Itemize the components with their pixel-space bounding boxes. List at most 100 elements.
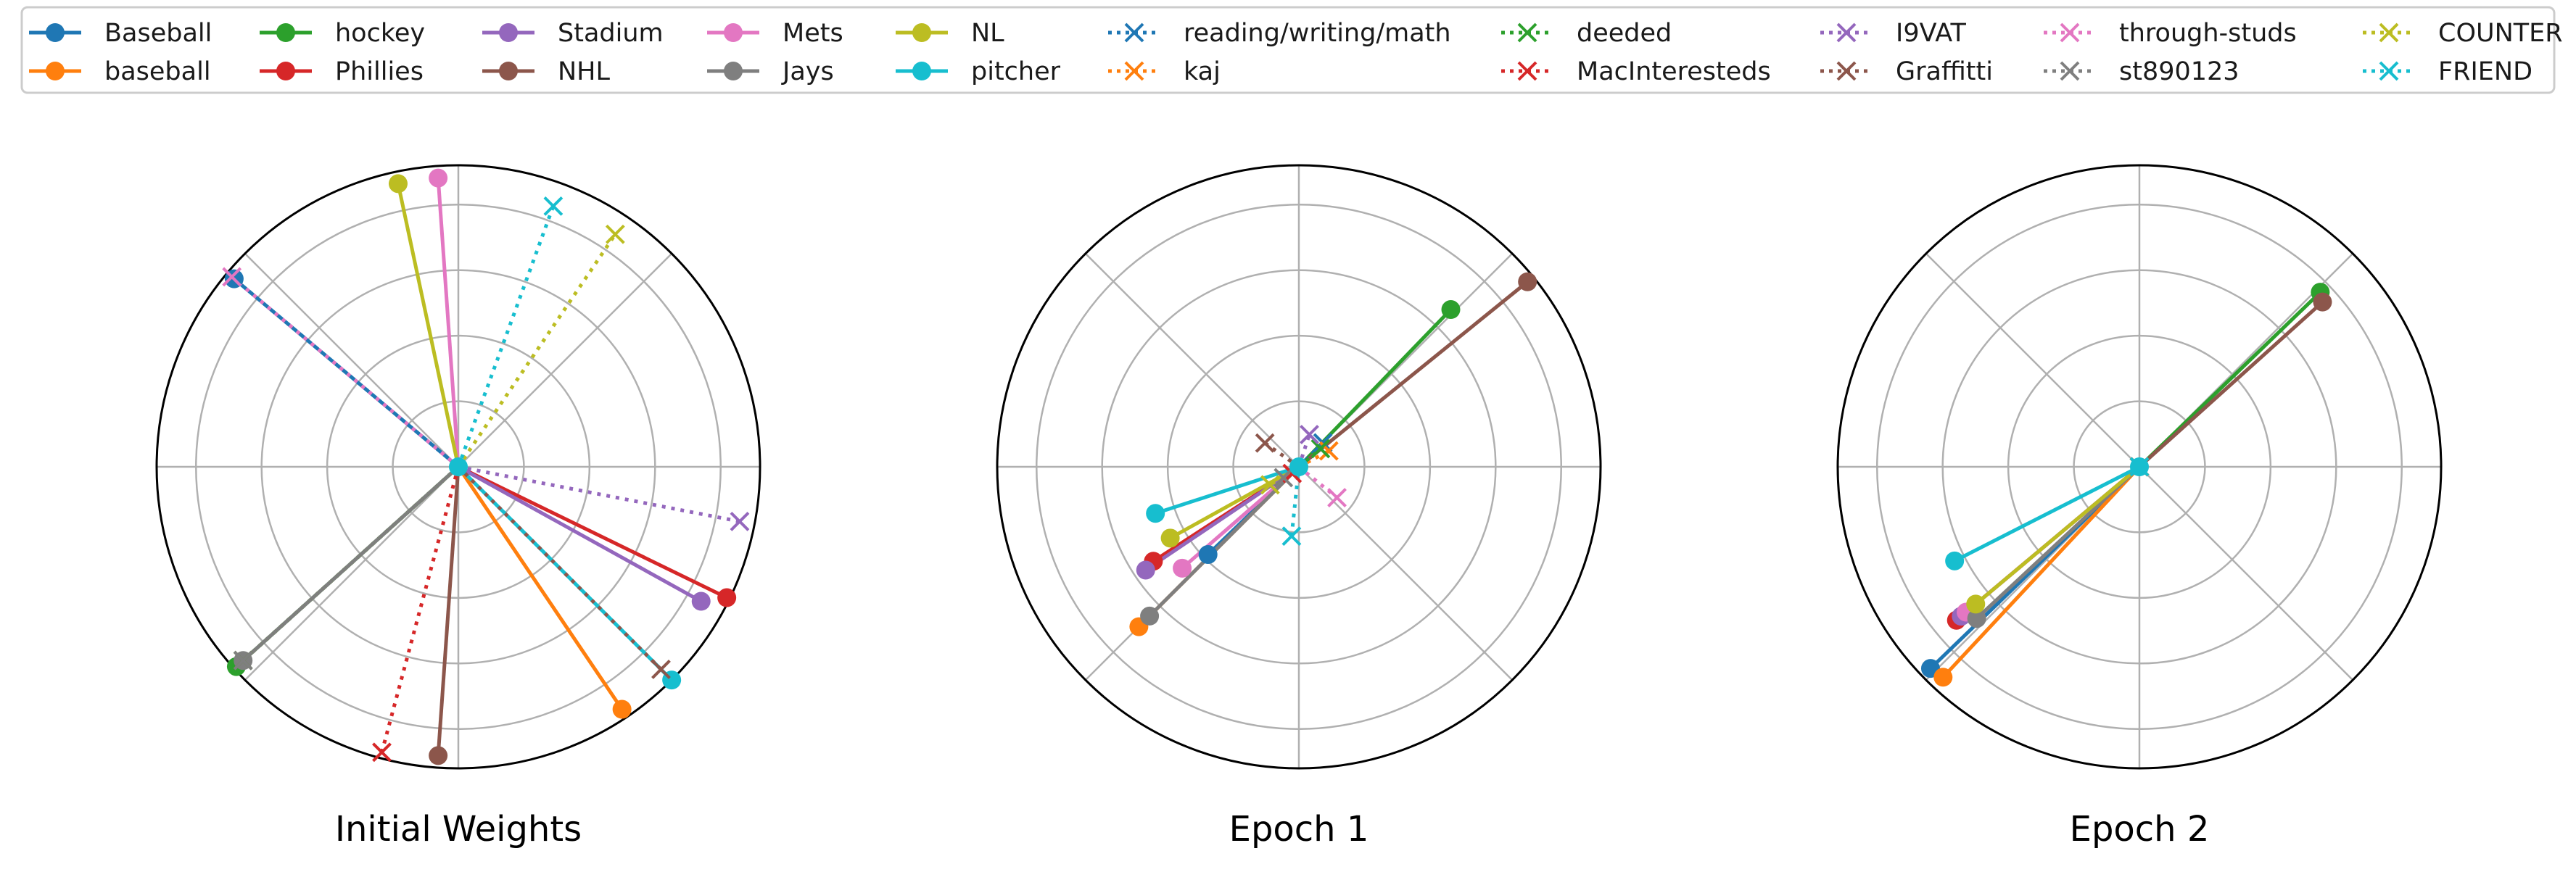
legend-item-hockey: hockey bbox=[260, 19, 425, 48]
grid-spoke bbox=[244, 466, 459, 681]
legend-label-i9vat: I9VAT bbox=[1896, 19, 1967, 48]
legend-item-friend: FRIEND bbox=[2363, 57, 2532, 86]
legend-label-nl: NL bbox=[971, 19, 1004, 48]
series-line-pitcher bbox=[1954, 465, 2141, 563]
grid-spoke bbox=[2139, 466, 2354, 681]
legend-marker-deeded bbox=[1517, 22, 1537, 43]
point-graffitti bbox=[1255, 433, 1275, 453]
series-line-baseball bbox=[456, 465, 624, 710]
point-friend bbox=[543, 196, 564, 216]
legend-label-friend: FRIEND bbox=[2438, 57, 2532, 86]
polar-panel-initial-weights: Initial Weights bbox=[155, 164, 761, 850]
legend-label-through-studs: through-studs bbox=[2119, 19, 2297, 48]
point-mets bbox=[1173, 558, 1192, 578]
legend-marker-macinteresteds bbox=[1517, 61, 1537, 81]
series-line-i9vat bbox=[1297, 433, 1311, 468]
point-baseball bbox=[1933, 668, 1953, 687]
point-hockey bbox=[1441, 300, 1461, 320]
point-nl bbox=[388, 174, 408, 194]
polar-frame bbox=[155, 164, 761, 770]
legend-marker-mets bbox=[724, 23, 743, 42]
legend-item-macinteresteds: MacInteresteds bbox=[1501, 57, 1771, 86]
legend-item-pitcher: pitcher bbox=[896, 57, 1061, 86]
legend-marker-phillies bbox=[276, 62, 295, 80]
series-line-stadium bbox=[457, 465, 702, 603]
legend-item-mets: Mets bbox=[707, 19, 843, 48]
legend-label-reading-writing-math: reading/writing/math bbox=[1184, 19, 1451, 48]
legend-marker-baseball bbox=[46, 23, 65, 42]
grid-spoke bbox=[458, 252, 673, 468]
series-line-counter bbox=[456, 233, 617, 468]
legend-item-baseball: baseball bbox=[29, 57, 211, 86]
center-point bbox=[1289, 457, 1308, 476]
legend-item-nl: NL bbox=[896, 19, 1004, 48]
point-stadium bbox=[1136, 560, 1155, 580]
legend-label-pitcher: pitcher bbox=[971, 57, 1061, 86]
point-counter bbox=[605, 224, 625, 244]
point-stadium bbox=[691, 591, 711, 611]
polar-panel-epoch-1: Epoch 1 bbox=[996, 164, 1602, 850]
polar-frame bbox=[996, 164, 1602, 770]
point-baseball bbox=[612, 699, 632, 719]
series-line-mets bbox=[436, 178, 461, 468]
legend-label-stadium: Stadium bbox=[558, 19, 664, 48]
legend-marker-baseball bbox=[46, 62, 65, 80]
point-baseball bbox=[1198, 545, 1218, 565]
legend-item-through-studs: through-studs bbox=[2044, 19, 2297, 48]
point-through-studs bbox=[222, 267, 242, 287]
center-point bbox=[449, 457, 468, 476]
legend-marker-friend bbox=[2379, 61, 2399, 81]
series-line-jays bbox=[1975, 465, 2141, 620]
series-line-nhl bbox=[2138, 300, 2324, 468]
point-graffitti bbox=[651, 660, 671, 679]
series-line-nhl bbox=[1297, 280, 1529, 468]
panel-title: Initial Weights bbox=[335, 809, 582, 850]
polar-panel-epoch-2: Epoch 2 bbox=[1836, 164, 2443, 850]
legend-item-reading-writing-math: reading/writing/math bbox=[1108, 19, 1451, 48]
legend-item-deeded: deeded bbox=[1501, 19, 1672, 48]
legend-marker-nl bbox=[912, 23, 931, 42]
point-nhl bbox=[429, 746, 448, 765]
series-line-phillies bbox=[457, 465, 728, 599]
legend-item-counter: COUNTER bbox=[2363, 19, 2563, 48]
legend-marker-i9vat bbox=[1836, 22, 1857, 43]
legend-label-hockey: hockey bbox=[335, 19, 425, 48]
legend-marker-reading-writing-math bbox=[1124, 22, 1144, 43]
legend-label-st890123: st890123 bbox=[2119, 57, 2239, 86]
legend-marker-kaj bbox=[1124, 61, 1144, 81]
series-line-pitcher bbox=[1155, 465, 1300, 515]
point-through-studs bbox=[1327, 488, 1347, 507]
legend-item-nhl: NHL bbox=[482, 57, 611, 86]
point-friend bbox=[1281, 526, 1302, 547]
grid-spoke bbox=[1298, 466, 1514, 681]
point-pitcher bbox=[1146, 504, 1165, 523]
legend-label-kaj: kaj bbox=[1184, 57, 1221, 86]
legend-item-graffitti: Graffitti bbox=[1820, 57, 1993, 86]
series-line-graffitti bbox=[1263, 441, 1300, 469]
legend: Baseball baseball hockey Phillies Stadium NHL… bbox=[20, 6, 2563, 94]
legend-item-stadium: Stadium bbox=[482, 19, 664, 48]
legend-item-st890123: st890123 bbox=[2044, 57, 2239, 86]
point-nl bbox=[1966, 594, 1986, 614]
legend-label-macinteresteds: MacInteresteds bbox=[1577, 57, 1771, 86]
point-nhl bbox=[2313, 292, 2332, 312]
panel-title: Epoch 1 bbox=[1229, 809, 1369, 850]
legend-label-baseball: Baseball bbox=[104, 19, 212, 48]
legend-marker-through-studs bbox=[2060, 22, 2080, 43]
legend-label-counter: COUNTER bbox=[2438, 19, 2563, 48]
grid-spoke bbox=[1084, 252, 1300, 468]
legend-label-jays: Jays bbox=[781, 57, 834, 86]
point-counter bbox=[1260, 475, 1280, 495]
legend-item-i9vat: I9VAT bbox=[1820, 19, 1967, 48]
series-line-nl bbox=[1974, 465, 2141, 606]
series-line-nl bbox=[396, 183, 461, 468]
point-reading-writing-math bbox=[1313, 433, 1333, 453]
legend-marker-pitcher bbox=[912, 62, 931, 80]
series-line-graffitti bbox=[457, 465, 663, 671]
point-nhl bbox=[1518, 272, 1537, 291]
point-i9vat bbox=[730, 511, 750, 531]
polar-frame bbox=[1836, 164, 2443, 770]
series-line-macinteresteds bbox=[380, 466, 461, 753]
point-deeded bbox=[1310, 439, 1331, 459]
